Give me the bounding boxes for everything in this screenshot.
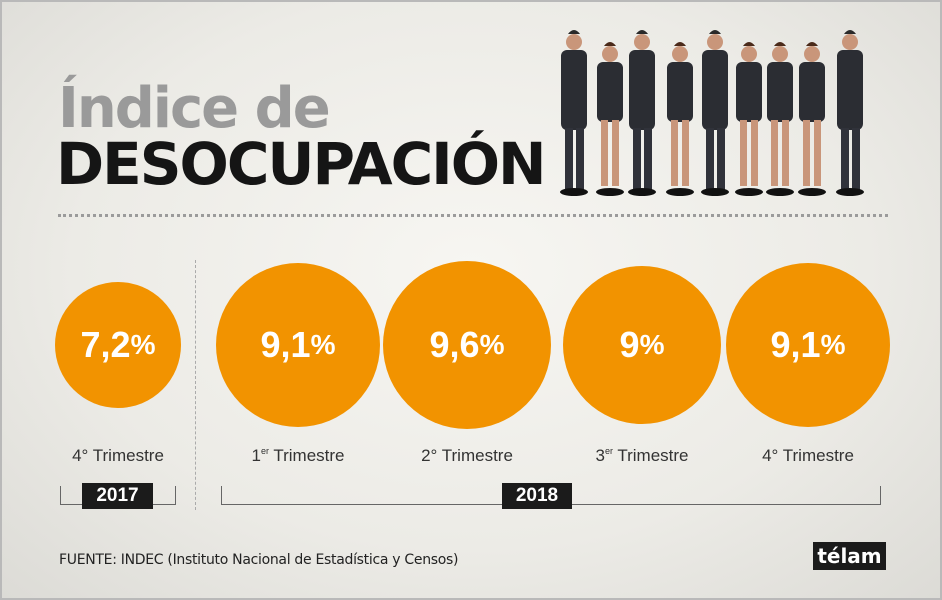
value-label: 9,6 xyxy=(429,324,480,365)
year-label-2018: 2018 xyxy=(502,483,572,509)
person-figure xyxy=(628,30,656,196)
year-divider xyxy=(195,260,196,510)
quarter-ordinal: 4° xyxy=(762,446,779,465)
value-label: 9,1 xyxy=(260,324,311,365)
quarter-text: Trimestre xyxy=(437,446,513,465)
quarter-ordinal: 4° xyxy=(72,446,89,465)
value-bubble: 9,6% xyxy=(383,261,551,429)
person-figure xyxy=(596,42,624,196)
quarter-text: Trimestre xyxy=(778,446,854,465)
quarter-label: 4° Trimestre xyxy=(728,446,888,466)
ordinal-suffix: er xyxy=(604,446,613,456)
dotted-divider xyxy=(58,214,888,217)
quarter-ordinal: 3 xyxy=(595,446,605,465)
value-label: 7,2 xyxy=(80,324,131,365)
quarter-label: 2° Trimestre xyxy=(387,446,547,466)
title-line2: DESOCUPACIÓN xyxy=(56,130,547,198)
person-figure xyxy=(836,30,864,196)
person-figure xyxy=(666,42,694,196)
people-in-line-image xyxy=(560,30,864,196)
value-bubble: 9% xyxy=(563,266,721,424)
ordinal-suffix: er xyxy=(260,446,269,456)
quarter-label: 1er Trimestre xyxy=(218,446,378,466)
source-note: FUENTE: INDEC (Instituto Nacional de Est… xyxy=(59,552,459,568)
quarter-label: 3er Trimestre xyxy=(562,446,722,466)
title-line1: Índice de xyxy=(58,76,331,141)
person-figure xyxy=(701,30,729,196)
person-figure xyxy=(798,42,826,196)
quarter-ordinal: 1 xyxy=(251,446,261,465)
percent-sign: % xyxy=(310,329,336,360)
quarter-text: Trimestre xyxy=(88,446,164,465)
value-label: 9,1 xyxy=(770,324,821,365)
percent-sign: % xyxy=(479,329,505,360)
percent-sign: % xyxy=(639,329,665,360)
value-label: 9 xyxy=(619,324,640,365)
quarter-label: 4° Trimestre xyxy=(38,446,198,466)
year-label-2017: 2017 xyxy=(82,483,153,509)
person-figure xyxy=(560,30,588,196)
value-bubble: 7,2% xyxy=(55,282,181,408)
telam-logo: télam xyxy=(813,542,886,570)
percent-sign: % xyxy=(130,329,156,360)
quarter-ordinal: 2° xyxy=(421,446,438,465)
percent-sign: % xyxy=(820,329,846,360)
person-figure xyxy=(766,42,794,196)
value-bubble: 9,1% xyxy=(216,263,380,427)
person-figure xyxy=(735,42,763,196)
value-bubble: 9,1% xyxy=(726,263,890,427)
quarter-text: Trimestre xyxy=(612,446,689,465)
quarter-text: Trimestre xyxy=(268,446,345,465)
